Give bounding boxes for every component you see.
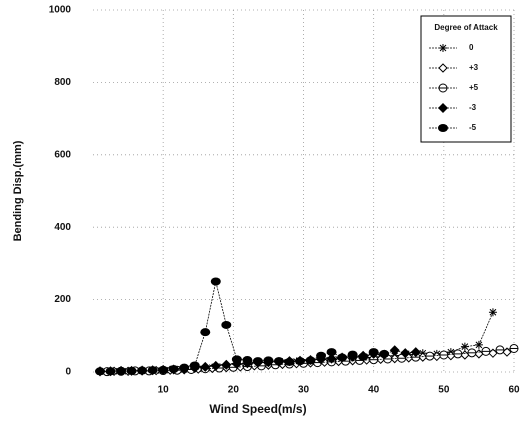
series: [95, 277, 390, 376]
marker: [453, 349, 463, 359]
marker: [481, 346, 491, 356]
marker: [168, 365, 179, 374]
marker: [116, 366, 127, 375]
marker: [210, 277, 221, 286]
series-line: [100, 281, 385, 372]
marker: [326, 348, 337, 357]
legend-label: -3: [469, 103, 477, 112]
legend: Degree of Attack 0 +3 +5 -3 -5: [420, 15, 512, 143]
x-axis-label: Wind Speed(m/s): [209, 402, 306, 416]
marker: [438, 63, 448, 73]
marker: [105, 367, 116, 376]
marker: [438, 124, 448, 132]
marker: [95, 367, 106, 376]
marker: [337, 353, 348, 362]
marker: [368, 348, 379, 357]
marker-stroke: [489, 308, 497, 316]
marker: [379, 349, 390, 358]
marker: [221, 320, 232, 329]
marker: [179, 363, 190, 372]
marker: [410, 347, 421, 358]
legend-label: 0: [469, 43, 474, 52]
y-tick-label: 200: [54, 294, 71, 305]
legend-label: +3: [469, 63, 479, 72]
marker: [147, 366, 158, 375]
legend-label: -5: [469, 123, 477, 132]
y-tick-label: 0: [65, 367, 71, 378]
marker-stroke: [439, 44, 447, 52]
marker: [400, 348, 411, 359]
marker: [200, 361, 211, 372]
y-tick-label: 400: [54, 222, 71, 233]
marker: [467, 348, 477, 358]
y-axis-label: Bending Disp.(mm): [12, 140, 24, 241]
x-tick-label: 10: [158, 385, 170, 396]
marker: [509, 343, 519, 353]
marker: [438, 103, 448, 113]
y-tick-label: 800: [54, 77, 71, 88]
marker: [425, 351, 435, 361]
legend-label: +5: [469, 83, 479, 92]
marker-stroke: [461, 343, 469, 351]
x-tick-label: 50: [438, 385, 450, 396]
marker: [389, 345, 400, 356]
x-tick-label: 60: [508, 385, 520, 396]
marker: [210, 360, 221, 371]
marker: [242, 356, 253, 365]
marker: [460, 342, 469, 351]
marker: [439, 44, 447, 52]
marker-stroke: [475, 341, 483, 349]
marker: [294, 357, 305, 366]
marker: [347, 350, 358, 359]
y-tick-label: 600: [54, 149, 71, 160]
marker: [488, 308, 497, 317]
marker: [326, 353, 337, 364]
x-tick-label: 30: [298, 385, 310, 396]
marker: [474, 340, 483, 349]
marker: [305, 356, 316, 365]
marker: [158, 365, 169, 374]
marker: [284, 357, 295, 366]
marker: [200, 328, 211, 337]
marker: [263, 356, 274, 365]
marker: [495, 345, 505, 355]
x-tick-label: 40: [368, 385, 380, 396]
marker: [316, 351, 327, 360]
x-tick-label: 20: [228, 385, 240, 396]
marker: [137, 366, 148, 375]
legend-box: [420, 15, 512, 143]
marker: [358, 352, 369, 361]
marker: [439, 350, 449, 360]
marker: [126, 366, 137, 375]
legend-title: Degree of Attack: [434, 23, 498, 32]
marker: [273, 357, 284, 366]
marker: [231, 355, 242, 364]
marker: [438, 83, 448, 93]
y-tick-label: 1000: [49, 5, 72, 16]
marker: [221, 359, 232, 370]
marker: [252, 357, 263, 366]
marker: [189, 361, 200, 370]
